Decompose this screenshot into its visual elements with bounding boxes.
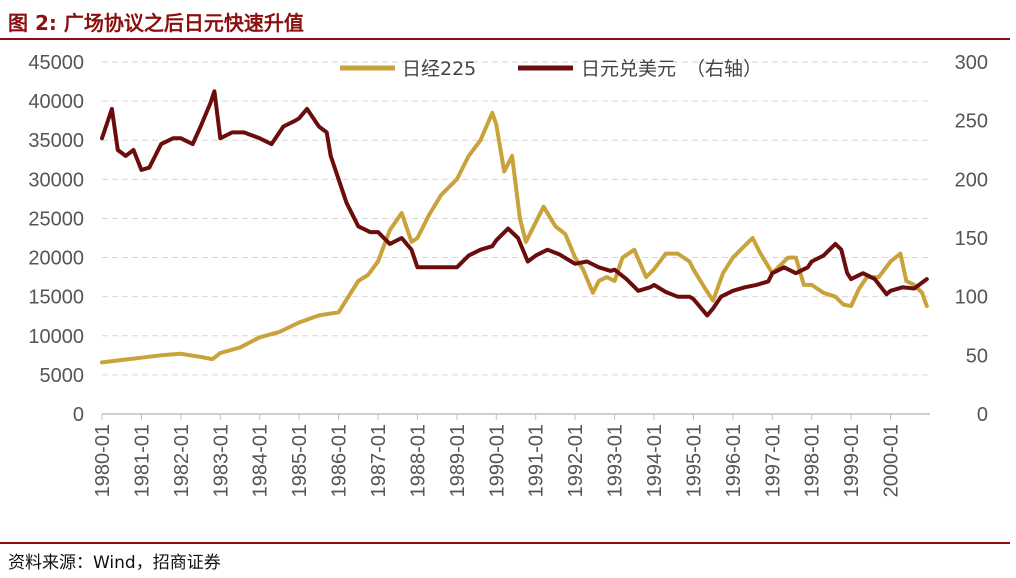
- x-tick-label: 1991-01: [526, 424, 548, 497]
- y-right-tick-label: 0: [977, 404, 988, 426]
- figure-title: 图 2: 广场协议之后日元快速升值: [8, 11, 304, 35]
- legend-label-nikkei: 日经225: [402, 58, 476, 80]
- x-tick-label: 1982-01: [171, 424, 193, 497]
- y-left-tick-label: 15000: [28, 287, 84, 309]
- x-tick-label: 1987-01: [368, 424, 390, 497]
- y-left-tick-label: 10000: [28, 326, 84, 348]
- y-left-tick-label: 40000: [28, 91, 84, 113]
- x-tick-label: 1996-01: [723, 424, 745, 497]
- x-tick-label: 1990-01: [486, 424, 508, 497]
- legend-label-usdjpy-name: 日元兑美元: [581, 58, 676, 80]
- series-line-usdjpy: [100, 89, 929, 318]
- y-right-tick-label: 250: [955, 111, 988, 133]
- x-tick-label: 1983-01: [210, 424, 232, 497]
- y-right-tick-label: 200: [955, 169, 988, 191]
- x-tick-label: 1995-01: [683, 424, 705, 497]
- y-right-tick-label: 300: [955, 52, 988, 74]
- y-axis-right: 0 50 100 150 200 250 300: [955, 52, 988, 426]
- x-tick-label: 2000-01: [881, 424, 903, 497]
- x-tick-label: 1998-01: [802, 424, 824, 497]
- x-tick-label: 1989-01: [447, 424, 469, 497]
- y-left-tick-label: 20000: [28, 248, 84, 270]
- line-chart: 1980-01 1981-01 1982-01 1983-01 1984-01 1985-…: [28, 52, 988, 497]
- y-left-tick-label: 35000: [28, 130, 84, 152]
- y-left-tick-label: 0: [73, 404, 84, 426]
- series-line-nikkei: [100, 110, 929, 365]
- x-tick-label: 1993-01: [605, 424, 627, 497]
- y-right-tick-label: 150: [955, 228, 988, 250]
- y-left-tick-label: 45000: [28, 52, 84, 74]
- x-tick-label: 1986-01: [329, 424, 351, 497]
- source-rule: [0, 542, 1010, 544]
- x-axis: 1980-01 1981-01 1982-01 1983-01 1984-01 1985-…: [92, 413, 930, 497]
- source-note: 资料来源：Wind，招商证券: [8, 553, 221, 573]
- x-tick-label: 1984-01: [250, 424, 272, 497]
- gridlines: [102, 61, 930, 376]
- x-tick-label: 1988-01: [407, 424, 429, 497]
- x-tick-label: 1985-01: [289, 424, 311, 497]
- y-left-tick-label: 25000: [28, 208, 84, 230]
- y-left-tick-label: 30000: [28, 169, 84, 191]
- x-tick-label: 1999-01: [841, 424, 863, 497]
- x-tick-label: 1992-01: [565, 424, 587, 497]
- x-tick-label: 1980-01: [92, 424, 114, 497]
- legend-label-right-axis: （右轴）: [686, 58, 762, 80]
- title-rule: [0, 38, 1010, 40]
- series-layer: [100, 89, 929, 365]
- y-axis-left: 0 5000 10000 15000 20000 25000 30000 35000 40000…: [28, 52, 84, 426]
- legend: 日经225 日元兑美元 （右轴）: [340, 58, 762, 80]
- y-right-tick-label: 100: [955, 287, 988, 309]
- x-tick-label: 1981-01: [131, 424, 153, 497]
- x-tick-label: 1994-01: [644, 424, 666, 497]
- y-left-tick-label: 5000: [40, 365, 85, 387]
- x-tick-label: 1997-01: [762, 424, 784, 497]
- y-right-tick-label: 50: [966, 345, 988, 367]
- legend-label-usdjpy: 日元兑美元 （右轴）: [581, 58, 762, 80]
